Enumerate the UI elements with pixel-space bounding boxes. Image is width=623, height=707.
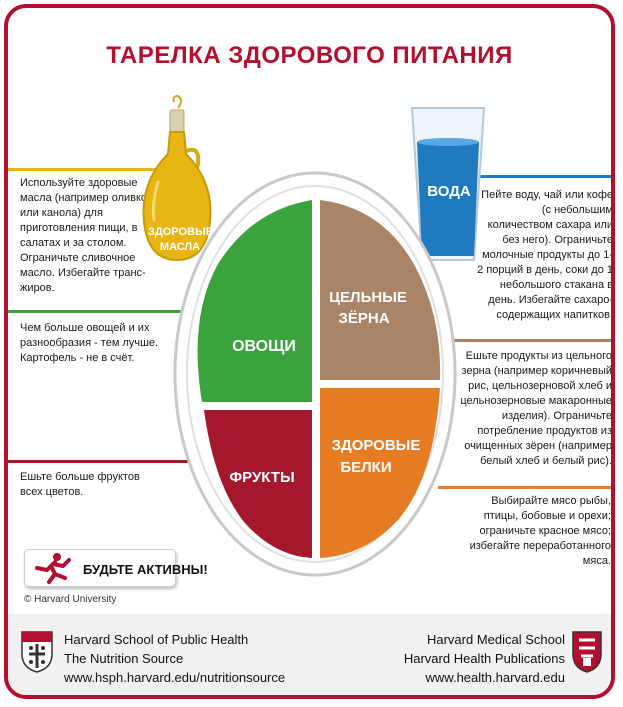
hsph-name: Harvard School of Public Health — [64, 632, 249, 647]
vegetables-note: Чем больше овощей и их разнообразия - те… — [20, 322, 159, 364]
footer-right-text: Harvard Medical School Harvard Health Pu… — [404, 630, 565, 687]
running-person-icon — [35, 553, 71, 584]
vegetables-bar — [8, 310, 218, 313]
water-note: Пейте воду, чай или кофе (с небольшим ко… — [477, 189, 613, 321]
hhp-name: Harvard Health Publications — [403, 651, 565, 666]
water-bar — [440, 175, 611, 178]
fruits-note: Ешьте больше фруктов всех цветов. — [20, 471, 140, 498]
hsph-url[interactable]: www.hsph.harvard.edu/nutritionsource — [64, 670, 286, 685]
harvard-shield-icon — [21, 631, 53, 673]
fruits-label: ФРУКТЫ — [229, 469, 294, 486]
protein-bar — [438, 486, 611, 489]
water-glass-icon — [410, 107, 486, 261]
water-label: ВОДА — [427, 183, 471, 200]
be-active-badge: БУДЬТЕ АКТИВНЫ! — [24, 549, 208, 587]
protein-note: Выбирайте мясо рыбы, птицы, бобовые и ор… — [469, 495, 611, 567]
protein-label-line2: БЕЛКИ — [340, 459, 391, 476]
oil-bottle-icon — [142, 94, 212, 262]
page-title: ТАРЕЛКА ЗДОРОВОГО ПИТАНИЯ — [106, 42, 513, 69]
harvard-medical-shield-icon — [572, 631, 602, 673]
nutrition-source-name: The Nutrition Source — [64, 651, 184, 666]
plate: ОВОЩИ ЦЕЛЬНЫЕ ЗЁРНА ФРУКТЫ ЗДОРОВЫЕ БЕЛК… — [173, 171, 457, 577]
hms-name: Harvard Medical School — [426, 632, 565, 647]
footer-left-text: Harvard School of Public Health The Nutr… — [64, 630, 285, 687]
vegetables-section — [197, 200, 312, 402]
grains-label-line1: ЦЕЛЬНЫЕ — [329, 289, 407, 306]
grains-label-line2: ЗЁРНА — [338, 310, 389, 327]
grains-bar — [428, 339, 611, 342]
be-active-label: БУДЬТЕ АКТИВНЫ! — [83, 562, 208, 577]
footer: Harvard School of Public Health The Nutr… — [8, 614, 611, 695]
oil-label: ЗДОРОВЫЕ МАСЛА — [148, 226, 214, 253]
infographic-frame: ТАРЕЛКА ЗДОРОВОГО ПИТАНИЯ Используйте зд… — [4, 4, 615, 699]
copyright: © Harvard University — [24, 594, 117, 605]
protein-section — [320, 388, 440, 558]
fruits-bar — [8, 460, 218, 463]
grains-note: Ешьте продукты из цельного зерна (наприм… — [460, 350, 612, 467]
grains-section — [320, 200, 441, 380]
vegetables-label: ОВОЩИ — [232, 338, 296, 355]
health-url[interactable]: www.health.harvard.edu — [425, 670, 565, 685]
oil-note: Используйте здоровые масла (например оли… — [20, 177, 165, 294]
protein-label-line1: ЗДОРОВЫЕ — [332, 437, 421, 454]
oil-bar — [8, 168, 184, 171]
fruits-section — [204, 410, 312, 558]
